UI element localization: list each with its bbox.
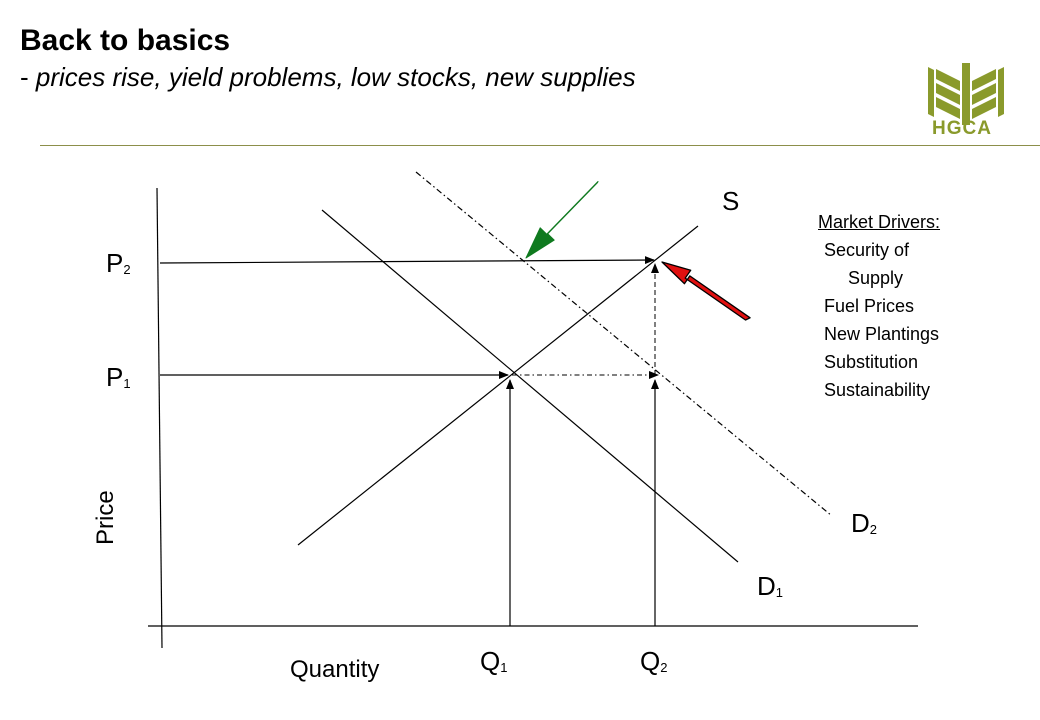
q1-label: Q1 xyxy=(480,646,508,676)
d2-label: D2 xyxy=(851,508,878,538)
market-driver-item: Security of xyxy=(824,240,910,260)
page-title: Back to basics xyxy=(20,24,231,57)
red-arrow-icon xyxy=(661,261,751,321)
subtitle-dash: - xyxy=(20,62,29,92)
logo-text: HGCA xyxy=(932,118,992,139)
x-axis-label: Quantity xyxy=(290,656,380,683)
page-subtitle: - prices rise, yield problems, low stock… xyxy=(20,62,636,93)
supply-curve xyxy=(297,225,699,546)
y-axis xyxy=(156,187,163,649)
market-drivers-heading: Market Drivers: xyxy=(818,212,941,232)
market-driver-item: New Plantings xyxy=(824,324,940,344)
market-drivers-panel: Market Drivers: Security of Supply Fuel … xyxy=(818,208,940,404)
market-driver-item: Sustainability xyxy=(824,380,931,400)
hgca-logo-icon xyxy=(928,63,1004,125)
market-driver-item: Substitution xyxy=(824,352,919,372)
subtitle-text: prices rise, yield problems, low stocks,… xyxy=(35,62,636,92)
header-divider xyxy=(40,145,1040,146)
supply-label: S xyxy=(722,186,740,216)
demand-curve-d2 xyxy=(415,171,833,517)
market-driver-item: Supply xyxy=(848,268,904,288)
d1-label: D1 xyxy=(757,571,784,601)
q2-label: Q2 xyxy=(640,646,668,676)
p2-price-line xyxy=(159,256,655,265)
p1-label: P1 xyxy=(106,362,131,392)
market-driver-item: Fuel Prices xyxy=(824,296,915,316)
demand-curve-d1 xyxy=(321,209,739,563)
p2-label: P2 xyxy=(106,248,131,278)
y-axis-label: Price xyxy=(92,490,119,545)
green-arrow-icon xyxy=(525,181,599,259)
